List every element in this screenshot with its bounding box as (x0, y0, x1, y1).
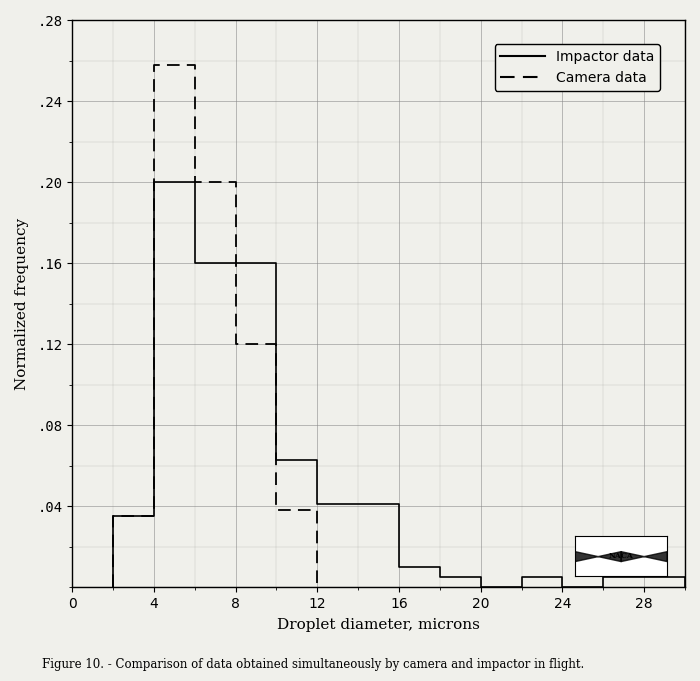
X-axis label: Droplet diameter, microns: Droplet diameter, microns (277, 618, 480, 632)
Legend: Impactor data, Camera data: Impactor data, Camera data (495, 44, 659, 91)
Text: Figure 10. - Comparison of data obtained simultaneously by camera and impactor i: Figure 10. - Comparison of data obtained… (42, 658, 584, 671)
Y-axis label: Normalized frequency: Normalized frequency (15, 218, 29, 390)
